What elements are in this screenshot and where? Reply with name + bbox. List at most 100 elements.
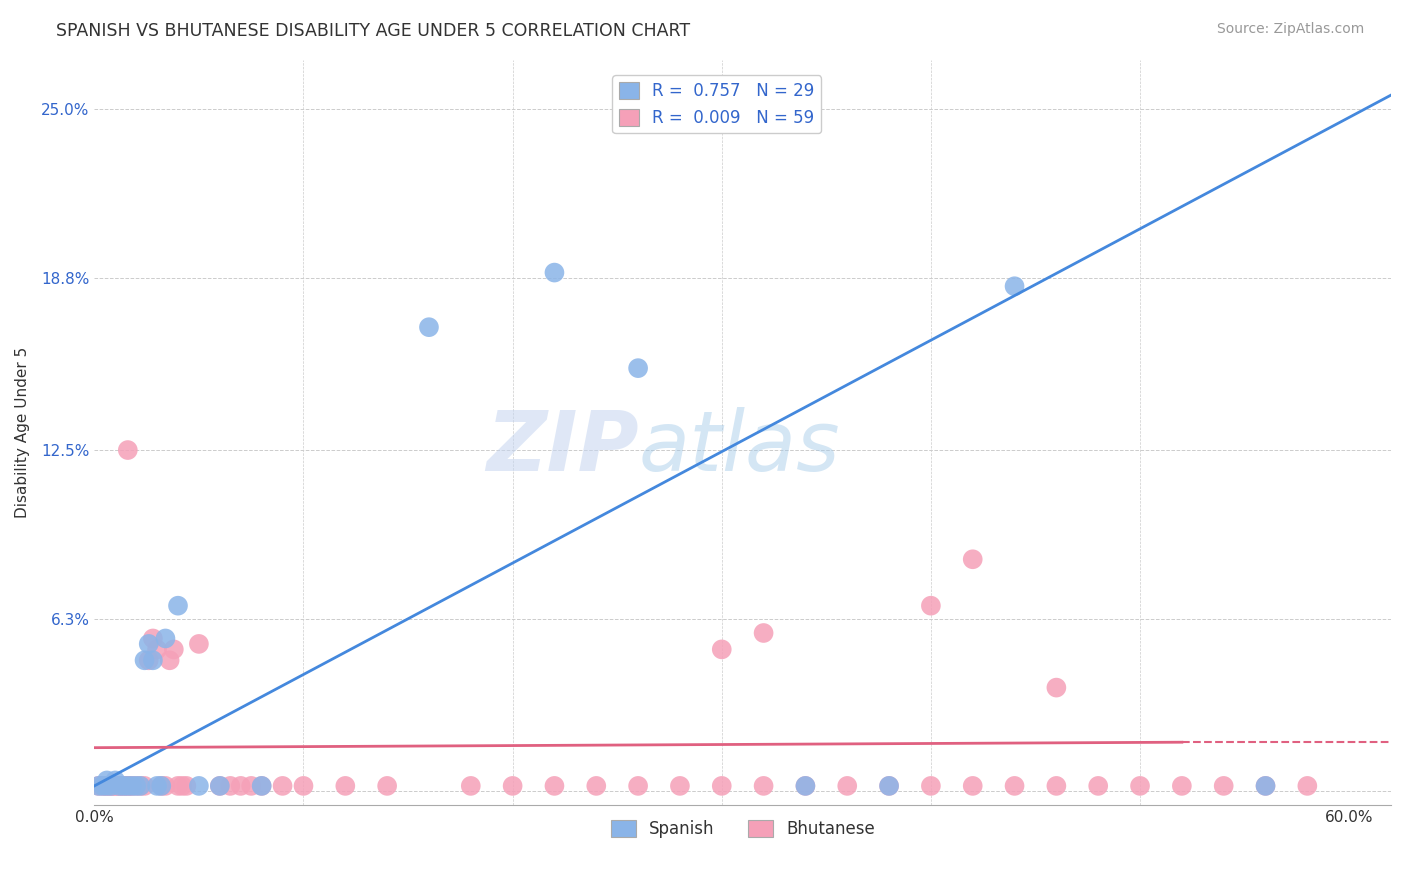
Point (159, 653, 181, 667)
Point (502, 779, 524, 793)
Point (292, 779, 315, 793)
Point (1045, 681, 1067, 695)
Point (240, 779, 263, 793)
Point (752, 779, 775, 793)
Legend: Spanish, Bhutanese: Spanish, Bhutanese (605, 814, 882, 845)
Point (117, 779, 139, 793)
Point (271, 779, 294, 793)
Point (91, 779, 114, 793)
Point (96, 773, 118, 788)
Point (172, 779, 194, 793)
Point (150, 779, 173, 793)
Y-axis label: Disability Age Under 5: Disability Age Under 5 (15, 347, 30, 518)
Text: atlas: atlas (638, 407, 841, 488)
Point (1296, 779, 1319, 793)
Point (146, 642, 169, 657)
Point (962, 552, 984, 566)
Point (104, 779, 127, 793)
Point (920, 599, 942, 613)
Point (167, 599, 190, 613)
Point (1087, 779, 1109, 793)
Point (129, 779, 152, 793)
Point (138, 653, 160, 667)
Text: Source: ZipAtlas.com: Source: ZipAtlas.com (1216, 22, 1364, 37)
Point (96, 779, 118, 793)
Point (794, 779, 817, 793)
Point (138, 637, 160, 651)
Point (1212, 779, 1234, 793)
Point (250, 779, 273, 793)
Point (418, 320, 440, 334)
Point (543, 779, 565, 793)
Point (96, 779, 118, 793)
Point (627, 361, 650, 376)
Point (710, 779, 733, 793)
Point (1171, 779, 1194, 793)
Point (460, 779, 482, 793)
Point (250, 779, 273, 793)
Point (794, 779, 817, 793)
Point (134, 653, 156, 667)
Text: ZIP: ZIP (486, 407, 638, 488)
Point (125, 779, 148, 793)
Point (105, 779, 128, 793)
Point (114, 779, 136, 793)
Point (98, 779, 121, 793)
Point (627, 779, 650, 793)
Point (108, 779, 131, 793)
Point (87, 779, 110, 793)
Point (100, 779, 122, 793)
Point (187, 637, 209, 651)
Point (94, 779, 117, 793)
Point (125, 779, 148, 793)
Point (375, 779, 398, 793)
Point (163, 642, 186, 657)
Point (1254, 779, 1277, 793)
Point (1045, 779, 1067, 793)
Point (585, 779, 607, 793)
Point (134, 779, 156, 793)
Point (229, 779, 252, 793)
Text: SPANISH VS BHUTANESE DISABILITY AGE UNDER 5 CORRELATION CHART: SPANISH VS BHUTANESE DISABILITY AGE UNDE… (56, 22, 690, 40)
Point (1129, 779, 1152, 793)
Point (110, 779, 132, 793)
Point (669, 779, 692, 793)
Point (155, 779, 177, 793)
Point (101, 779, 124, 793)
Point (752, 626, 775, 640)
Point (112, 779, 135, 793)
Point (117, 779, 139, 793)
Point (187, 779, 209, 793)
Point (121, 779, 143, 793)
Point (920, 779, 942, 793)
Point (112, 779, 135, 793)
Point (208, 779, 231, 793)
Point (87, 779, 110, 793)
Point (142, 632, 165, 646)
Point (104, 773, 127, 788)
Point (877, 779, 900, 793)
Point (710, 642, 733, 657)
Point (208, 779, 231, 793)
Point (118, 779, 141, 793)
Point (167, 779, 190, 793)
Point (129, 779, 152, 793)
Point (1004, 779, 1026, 793)
Point (121, 779, 143, 793)
Point (117, 443, 139, 458)
Point (176, 779, 198, 793)
Point (91, 779, 114, 793)
Point (837, 779, 859, 793)
Point (1254, 779, 1277, 793)
Point (142, 653, 165, 667)
Point (219, 779, 242, 793)
Point (335, 779, 357, 793)
Point (100, 779, 122, 793)
Point (962, 779, 984, 793)
Point (108, 779, 131, 793)
Point (543, 266, 565, 280)
Point (877, 779, 900, 793)
Point (150, 779, 173, 793)
Point (1004, 279, 1026, 293)
Point (146, 779, 169, 793)
